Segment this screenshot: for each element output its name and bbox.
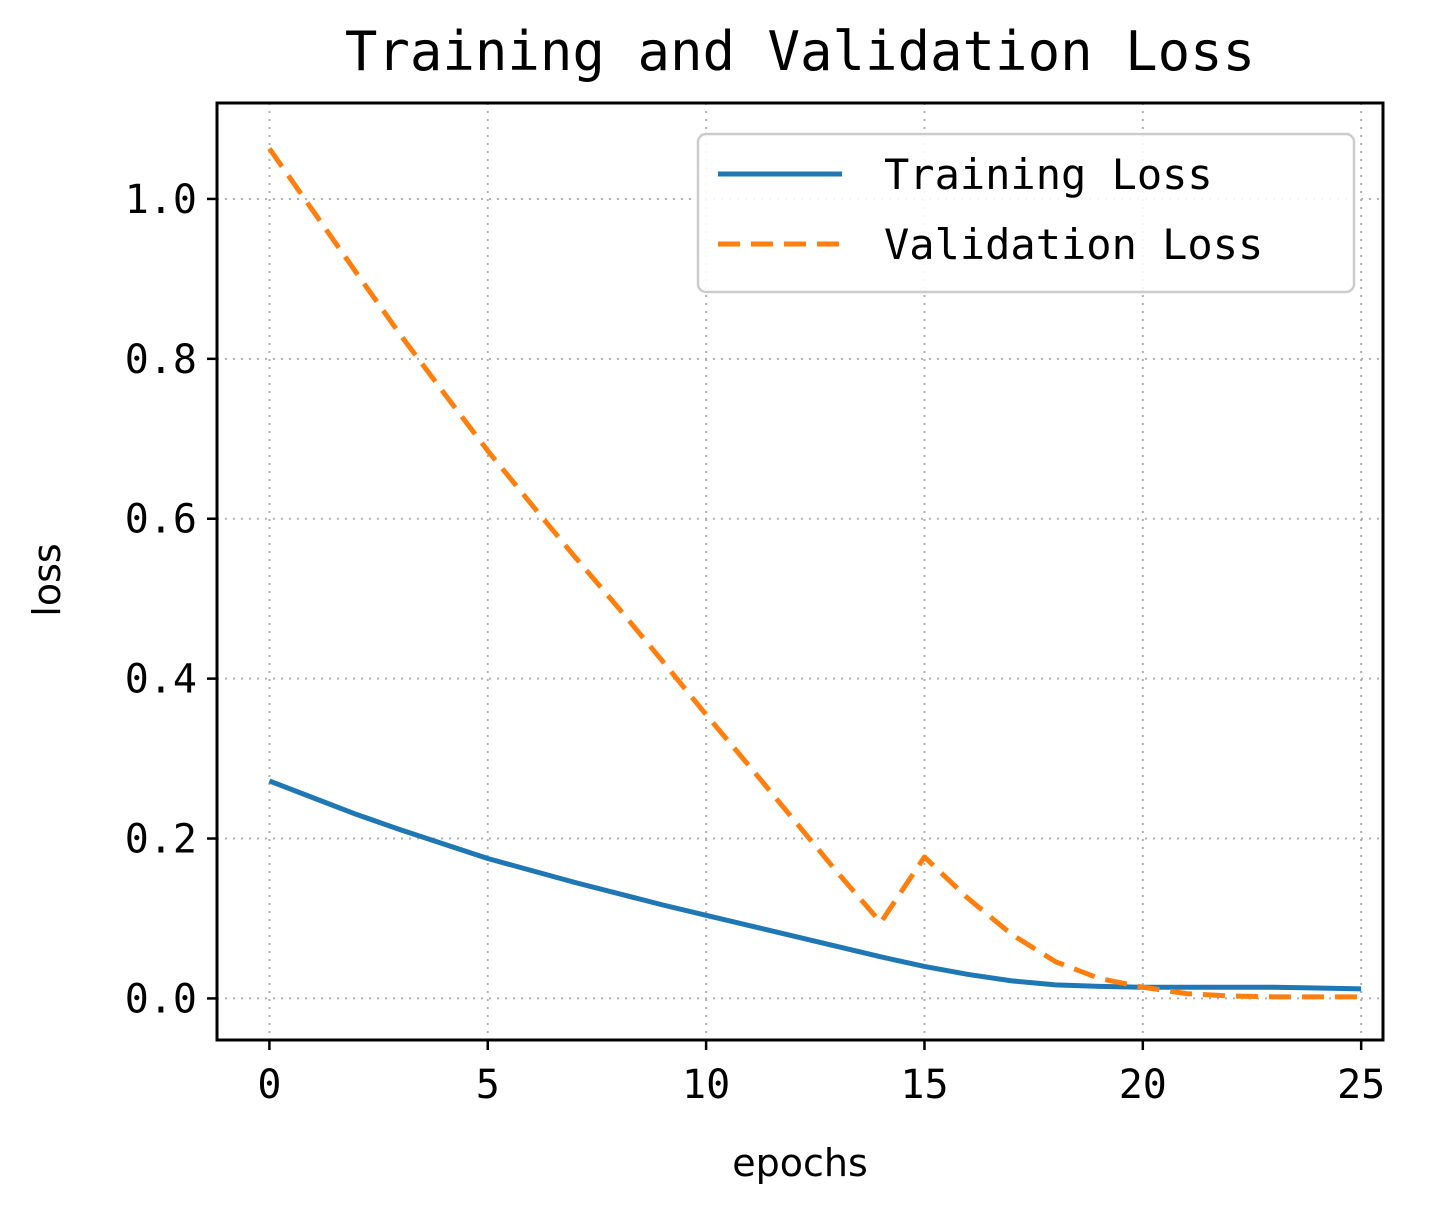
plot-area-frame bbox=[215, 101, 1385, 1042]
y-tick-label: 0.2 bbox=[125, 817, 197, 863]
x-tick-label: 25 bbox=[1337, 1062, 1385, 1108]
validation-loss-line bbox=[267, 147, 1362, 1000]
y-tick-label: 0.6 bbox=[125, 497, 197, 543]
y-tick-label: 0.8 bbox=[125, 337, 197, 383]
y-axis-ticks: 0.0 0.2 0.4 0.6 0.8 1.0 bbox=[125, 177, 217, 1022]
y-tick-label: 1.0 bbox=[125, 177, 197, 223]
legend: Training Loss Validation Loss bbox=[696, 132, 1356, 294]
x-tick-label: 15 bbox=[900, 1062, 948, 1108]
x-tick-label: 5 bbox=[476, 1062, 500, 1108]
legend-box bbox=[696, 132, 1356, 294]
y-tick-label: 0.4 bbox=[125, 657, 197, 703]
x-tick-label: 0 bbox=[257, 1062, 281, 1108]
y-axis-label: loss bbox=[25, 543, 69, 616]
series-lines bbox=[267, 147, 1362, 1000]
x-tick-label: 10 bbox=[682, 1062, 730, 1108]
chart-title: Training and Validation Loss bbox=[345, 20, 1255, 83]
legend-training-loss-label: Training Loss bbox=[884, 150, 1213, 199]
x-tick-label: 20 bbox=[1119, 1062, 1167, 1108]
training-loss-line bbox=[268, 778, 1362, 992]
y-tick-label: 0.0 bbox=[125, 976, 197, 1022]
x-axis-label: epochs bbox=[732, 1141, 868, 1185]
x-axis-ticks: 0 5 10 15 20 25 bbox=[257, 1040, 1385, 1108]
legend-validation-loss-label: Validation Loss bbox=[884, 220, 1263, 269]
